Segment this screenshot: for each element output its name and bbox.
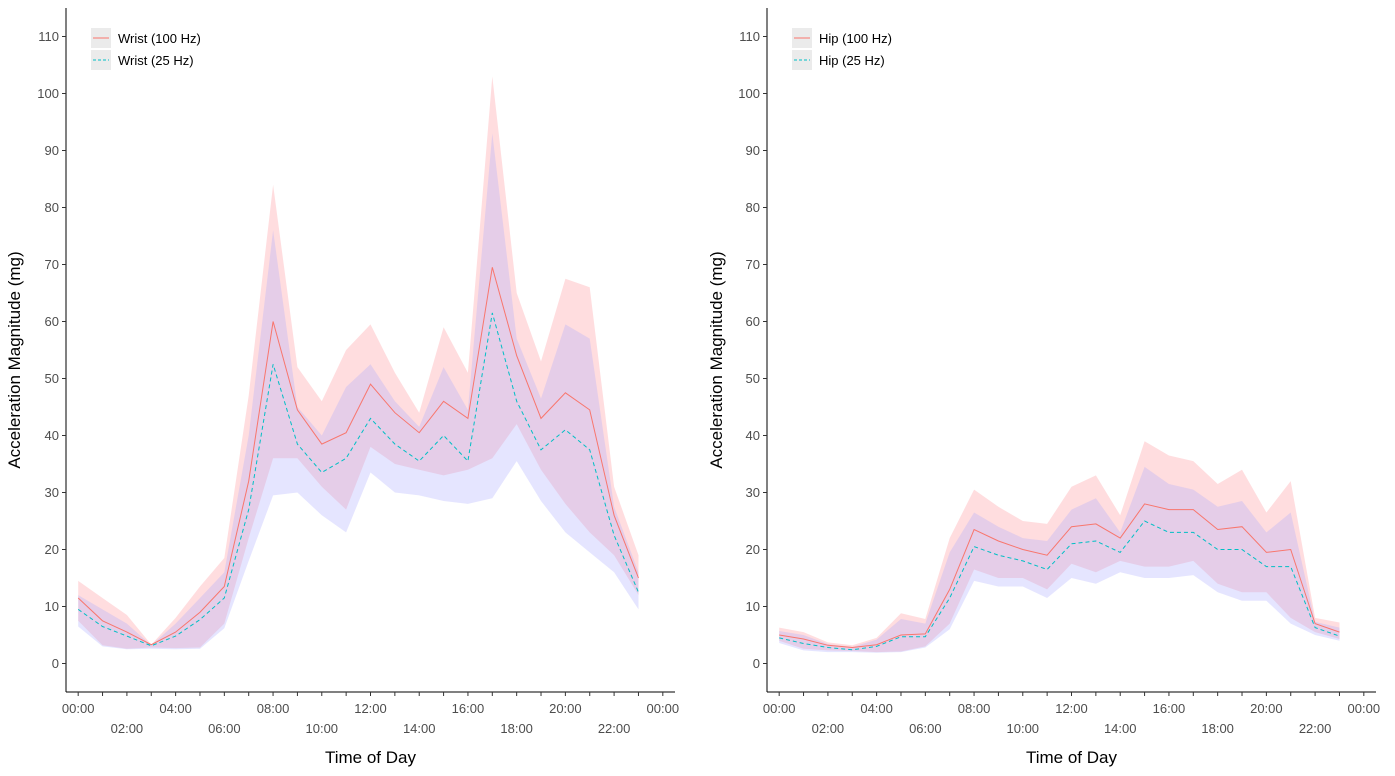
x-tick-label: 12:00 <box>354 701 387 716</box>
x-tick-label: 06:00 <box>208 721 241 736</box>
x-tick-label: 22:00 <box>598 721 631 736</box>
x-tick-label: 10:00 <box>306 721 339 736</box>
ribbon-band-100hz <box>779 441 1340 653</box>
y-tick-label: 60 <box>746 314 760 329</box>
y-tick-label: 90 <box>45 143 59 158</box>
y-tick-label: 20 <box>45 542 59 557</box>
x-tick-label: 00:00 <box>62 701 95 716</box>
chart-panel-2: 0 10 20 30 40 50 60 70 80 90 100 110 00:00 02:00 04:00… <box>707 8 1380 767</box>
ribbon-band-100hz <box>78 76 639 649</box>
y-tick-label: 110 <box>38 29 59 44</box>
series-line-25hz <box>77 312 639 647</box>
y-tick-label: 10 <box>45 599 59 614</box>
y-tick-label: 0 <box>52 656 59 671</box>
x-tick-label: 02:00 <box>111 721 144 736</box>
x-tick-label: 10:00 <box>1007 721 1040 736</box>
x-tick-label: 06:00 <box>909 721 942 736</box>
x-tick-label: 16:00 <box>1153 701 1186 716</box>
y-tick-label: 40 <box>45 428 59 443</box>
x-tick-label: 00:00 <box>1348 701 1381 716</box>
series-line-100hz <box>779 503 1340 649</box>
x-tick-label: 02:00 <box>812 721 845 736</box>
legend-label: Wrist (100 Hz) <box>118 31 201 46</box>
x-tick-label: 22:00 <box>1299 721 1332 736</box>
x-tick-label: 20:00 <box>1250 701 1283 716</box>
y-tick-label: 50 <box>45 371 59 386</box>
x-tick-label: 18:00 <box>1201 721 1234 736</box>
legend: Wrist (100 Hz) Wrist (25 Hz) <box>91 28 201 70</box>
legend-label: Wrist (25 Hz) <box>118 53 194 68</box>
x-tick-label: 04:00 <box>860 701 893 716</box>
chart-panel-1: 0 10 20 30 40 50 60 70 80 90 100 110 00:00 02:00 04:00… <box>5 8 679 767</box>
y-tick-label: 0 <box>753 656 760 671</box>
y-tick-label: 60 <box>45 314 59 329</box>
x-tick-label: 08:00 <box>257 701 290 716</box>
y-tick-label: 100 <box>738 86 760 101</box>
legend-label: Hip (25 Hz) <box>819 53 885 68</box>
y-tick-label: 20 <box>746 542 760 557</box>
x-tick-label: 00:00 <box>647 701 680 716</box>
y-tick-label: 70 <box>45 257 59 272</box>
series-line-100hz <box>77 267 639 646</box>
y-tick-label: 90 <box>746 143 760 158</box>
x-tick-label: 18:00 <box>500 721 533 736</box>
y-tick-label: 10 <box>746 599 760 614</box>
y-tick-label: 80 <box>746 200 760 215</box>
ribbon-band-25hz <box>78 133 639 650</box>
y-tick-label: 30 <box>746 485 760 500</box>
x-axis-title: Time of Day <box>325 748 417 767</box>
x-tick-label: 16:00 <box>452 701 485 716</box>
x-tick-label: 00:00 <box>763 701 796 716</box>
y-tick-label: 100 <box>37 86 59 101</box>
x-tick-label: 20:00 <box>549 701 582 716</box>
y-axis-title: Acceleration Magnitude (mg) <box>707 251 726 468</box>
y-tick-label: 40 <box>746 428 760 443</box>
x-tick-label: 04:00 <box>159 701 192 716</box>
y-tick-label: 80 <box>45 200 59 215</box>
y-tick-label: 110 <box>739 29 760 44</box>
y-tick-label: 70 <box>746 257 760 272</box>
x-tick-label: 14:00 <box>403 721 436 736</box>
legend: Hip (100 Hz) Hip (25 Hz) <box>792 28 892 70</box>
y-axis-title: Acceleration Magnitude (mg) <box>5 251 24 468</box>
x-tick-label: 14:00 <box>1104 721 1137 736</box>
x-axis-title: Time of Day <box>1026 748 1118 767</box>
series-line-25hz <box>779 520 1340 651</box>
x-tick-label: 12:00 <box>1055 701 1088 716</box>
legend-label: Hip (100 Hz) <box>819 31 892 46</box>
y-tick-label: 30 <box>45 485 59 500</box>
y-tick-label: 50 <box>746 371 760 386</box>
ribbon-band-25hz <box>779 466 1340 653</box>
x-tick-label: 08:00 <box>958 701 991 716</box>
